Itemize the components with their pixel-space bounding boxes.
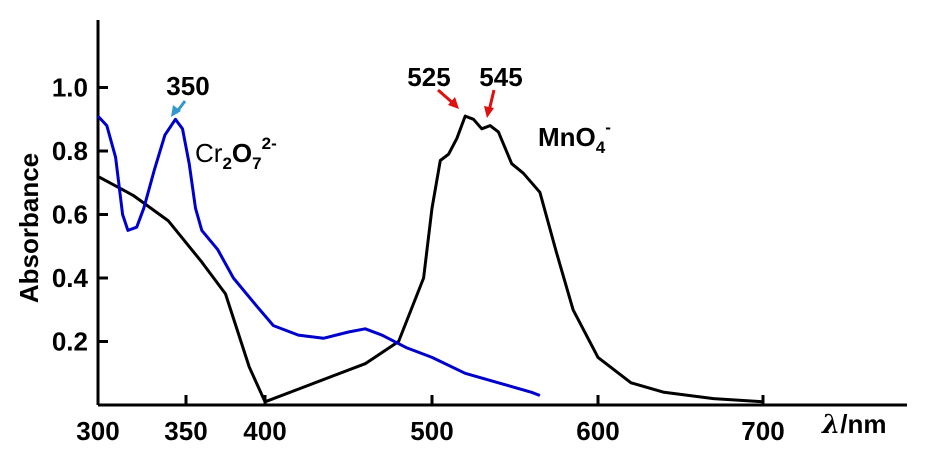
peak-label-350: 350 (166, 71, 209, 101)
y-tick-label: 0.6 (52, 200, 88, 230)
x-tick-label: 500 (410, 416, 453, 446)
x-axis-label: λ/nm (821, 409, 886, 440)
y-axis-ticks: 0.2 0.4 0.6 0.8 1.0 (52, 73, 108, 357)
y-tick-label: 0.8 (52, 136, 88, 166)
x-axis-ticks: 300 350 400 500 600 700 (76, 395, 785, 446)
peak-arrowhead-545 (484, 106, 494, 118)
lambda-symbol: λ (821, 410, 840, 440)
series-label-mno4: MnO4- (538, 118, 611, 157)
x-tick-label: 300 (76, 416, 119, 446)
peak-arrowhead-350 (171, 105, 181, 117)
y-tick-label: 1.0 (52, 73, 88, 103)
x-tick-label: 400 (243, 416, 286, 446)
y-axis-label: Absorbance (14, 153, 44, 303)
peak-label-545: 545 (479, 62, 522, 92)
y-tick-label: 0.4 (52, 263, 89, 293)
x-tick-label: 350 (164, 416, 207, 446)
series-line-mno4 (97, 114, 764, 404)
peak-arrowhead-525 (448, 97, 459, 109)
series-line-cr2o7 (96, 115, 541, 397)
series-label-cr2o7: Cr2O72- (195, 134, 277, 173)
y-tick-label: 0.2 (52, 327, 88, 357)
peak-label-525: 525 (407, 62, 450, 92)
x-axis-unit: /nm (840, 409, 886, 439)
x-tick-label: 600 (576, 416, 619, 446)
x-tick-label: 700 (741, 416, 784, 446)
